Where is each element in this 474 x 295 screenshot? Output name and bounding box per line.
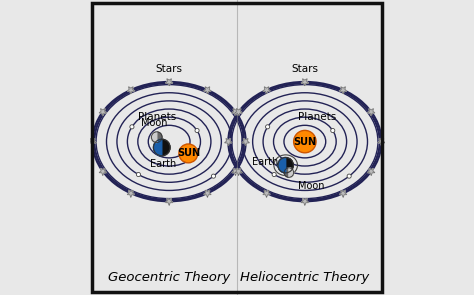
Polygon shape	[242, 138, 249, 145]
Polygon shape	[152, 132, 157, 142]
Text: SUN: SUN	[177, 148, 200, 158]
Text: Geocentric Theory: Geocentric Theory	[108, 271, 230, 284]
Polygon shape	[367, 109, 375, 116]
Polygon shape	[378, 138, 385, 145]
Polygon shape	[204, 190, 211, 197]
Polygon shape	[127, 190, 135, 197]
Circle shape	[211, 174, 216, 178]
Polygon shape	[99, 168, 107, 175]
Polygon shape	[154, 139, 162, 156]
Polygon shape	[232, 168, 239, 175]
Polygon shape	[367, 168, 375, 175]
Circle shape	[179, 144, 198, 163]
Polygon shape	[301, 79, 309, 86]
Text: Stars: Stars	[292, 64, 319, 74]
Text: Planets: Planets	[298, 112, 336, 122]
Circle shape	[265, 125, 270, 129]
Circle shape	[154, 139, 170, 156]
Polygon shape	[165, 79, 173, 86]
Text: Earth: Earth	[252, 157, 278, 167]
Polygon shape	[204, 87, 211, 94]
Polygon shape	[278, 158, 286, 173]
Circle shape	[278, 158, 293, 173]
Circle shape	[137, 173, 140, 177]
Circle shape	[331, 128, 335, 132]
Polygon shape	[99, 109, 107, 116]
Circle shape	[347, 174, 351, 178]
Polygon shape	[127, 87, 135, 94]
Text: Moon: Moon	[298, 181, 324, 191]
Text: Stars: Stars	[155, 64, 182, 74]
Text: Earth: Earth	[150, 159, 176, 169]
Polygon shape	[263, 87, 270, 94]
Text: SUN: SUN	[293, 137, 317, 147]
Circle shape	[130, 125, 134, 129]
Polygon shape	[289, 168, 293, 177]
Polygon shape	[263, 190, 270, 197]
Polygon shape	[235, 168, 242, 175]
Text: Planets: Planets	[138, 112, 176, 122]
Polygon shape	[235, 109, 242, 116]
Polygon shape	[301, 198, 309, 205]
Polygon shape	[165, 198, 173, 205]
Polygon shape	[339, 190, 347, 197]
Polygon shape	[225, 138, 232, 145]
Circle shape	[293, 130, 316, 153]
Polygon shape	[232, 109, 239, 116]
Polygon shape	[339, 87, 347, 94]
Circle shape	[195, 128, 199, 132]
Circle shape	[152, 132, 162, 142]
Text: Heliocentric Theory: Heliocentric Theory	[240, 271, 369, 284]
Circle shape	[272, 173, 276, 177]
Circle shape	[284, 168, 293, 177]
Text: Moon: Moon	[141, 118, 167, 128]
Polygon shape	[89, 138, 96, 145]
